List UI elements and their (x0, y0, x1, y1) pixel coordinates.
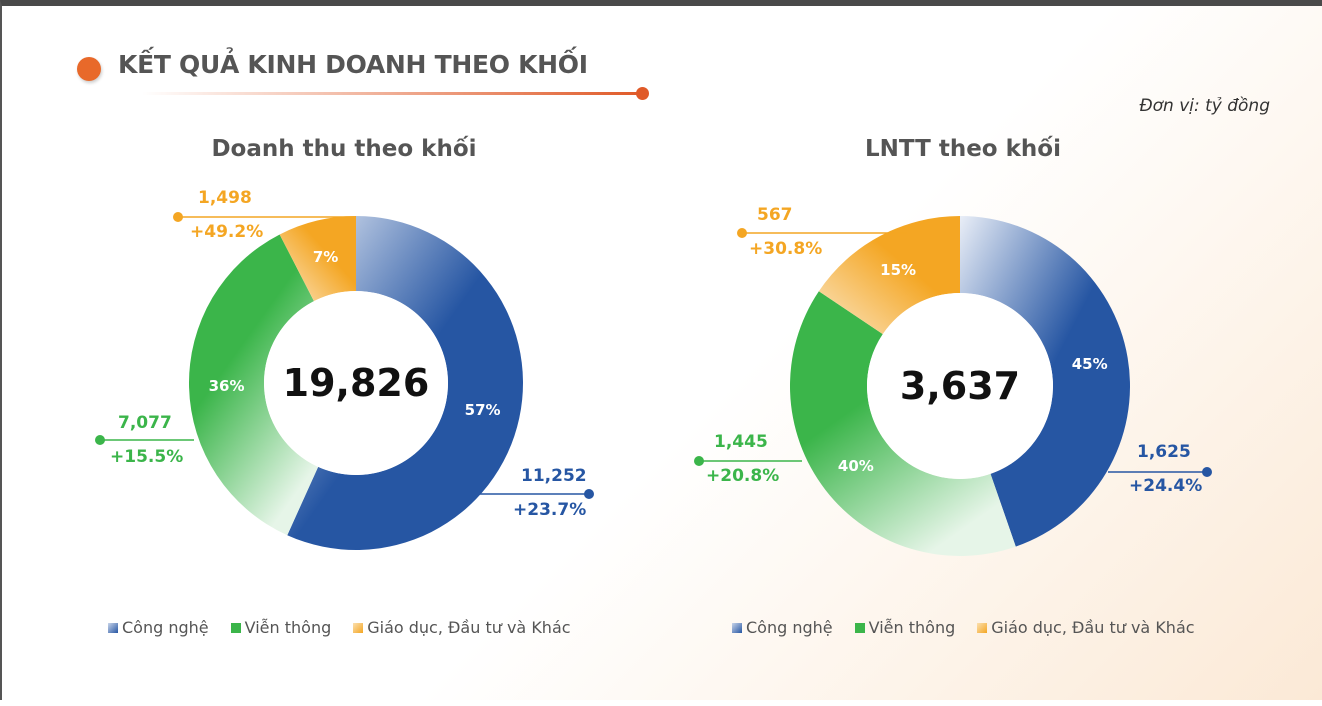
leader-dot-giao-duc (173, 212, 183, 222)
legend-item-vien-thong: Viễn thông (854, 618, 956, 637)
percent-label-cong-nghe: 57% (464, 401, 501, 420)
legend-label: Công nghệ (746, 618, 833, 637)
title-underline-dot (636, 87, 649, 100)
growth-label-vien-thong: +15.5% (110, 447, 184, 467)
percent-label-vien-thong: 40% (837, 457, 874, 476)
growth-label-cong-nghe: +24.4% (1129, 476, 1203, 496)
growth-label-giao-duc: +49.2% (190, 222, 264, 242)
value-label-vien-thong: 7,077 (118, 413, 172, 433)
legend-label: Viễn thông (868, 618, 956, 637)
chart-title: Doanh thu theo khối (211, 136, 477, 162)
legend-swatch-icon (353, 622, 364, 633)
leader-dot-vien-thong (694, 456, 704, 466)
charts-svg (95, 212, 1212, 557)
title-bullet-icon (77, 57, 101, 81)
legend-item-cong-nghe: Công nghệ (732, 618, 833, 637)
page-title: KẾT QUẢ KINH DOANH THEO KHỐI (118, 50, 588, 79)
legend-revenue: Công nghệ Viễn thông Giáo dục, Đầu tư và… (108, 618, 571, 637)
legend-label: Công nghệ (122, 618, 209, 637)
percent-label-giao-duc: 7% (312, 248, 339, 267)
slice-vien-thong (188, 234, 319, 536)
legend-item-cong-nghe: Công nghệ (108, 618, 209, 637)
legend-label: Giáo dục, Đầu tư và Khác (367, 618, 571, 637)
legend-item-vien-thong: Viễn thông (230, 618, 332, 637)
growth-label-cong-nghe: +23.7% (513, 500, 587, 520)
legend-swatch-icon (854, 622, 865, 633)
legend-item-giao-duc: Giáo dục, Đầu tư và Khác (977, 618, 1195, 637)
legend-label: Viễn thông (244, 618, 332, 637)
leader-dot-cong-nghe (584, 489, 594, 499)
unit-label: Đơn vị: tỷ đồng (1139, 96, 1270, 116)
legend-swatch-icon (732, 622, 742, 633)
legend-swatch-icon (977, 622, 988, 633)
growth-label-vien-thong: +20.8% (706, 466, 780, 486)
slice-vien-thong (789, 291, 1016, 557)
value-label-giao-duc: 567 (757, 205, 793, 225)
title-underline (142, 92, 642, 95)
chart-title: LNTT theo khối (865, 136, 1061, 162)
percent-label-vien-thong: 36% (208, 377, 245, 396)
donut-hole (264, 291, 448, 475)
legend-profit: Công nghệ Viễn thông Giáo dục, Đầu tư và… (732, 618, 1195, 637)
value-label-cong-nghe: 11,252 (521, 466, 587, 486)
value-label-vien-thong: 1,445 (714, 432, 768, 452)
leader-dot-vien-thong (95, 435, 105, 445)
legend-item-giao-duc: Giáo dục, Đầu tư và Khác (353, 618, 571, 637)
leader-dot-cong-nghe (1202, 467, 1212, 477)
leader-dot-giao-duc (737, 228, 747, 238)
growth-label-giao-duc: +30.8% (749, 239, 823, 259)
slice-giao-duc (818, 216, 960, 335)
value-label-giao-duc: 1,498 (198, 188, 252, 208)
slice-cong-nghe (960, 216, 1131, 547)
total-value: 19,826 (282, 361, 430, 405)
value-label-cong-nghe: 1,625 (1137, 442, 1191, 462)
percent-label-cong-nghe: 45% (1071, 355, 1108, 374)
slice-cong-nghe (287, 216, 523, 550)
percent-label-giao-duc: 15% (880, 260, 917, 279)
donut-hole (867, 293, 1053, 479)
slice-giao-duc (279, 216, 356, 302)
total-value: 3,637 (899, 364, 1021, 408)
legend-swatch-icon (230, 622, 241, 633)
legend-label: Giáo dục, Đầu tư và Khác (991, 618, 1195, 637)
legend-swatch-icon (108, 622, 118, 633)
